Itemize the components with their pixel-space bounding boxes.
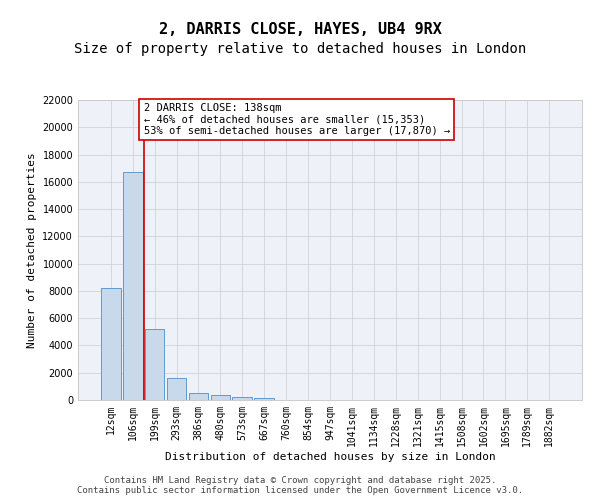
Text: 2 DARRIS CLOSE: 138sqm
← 46% of detached houses are smaller (15,353)
53% of semi: 2 DARRIS CLOSE: 138sqm ← 46% of detached… <box>143 102 450 136</box>
Bar <box>101 288 121 400</box>
Bar <box>145 329 164 400</box>
Bar <box>254 398 274 400</box>
Text: Contains HM Land Registry data © Crown copyright and database right 2025.
Contai: Contains HM Land Registry data © Crown c… <box>77 476 523 495</box>
Bar <box>188 392 208 400</box>
Text: 2, DARRIS CLOSE, HAYES, UB4 9RX: 2, DARRIS CLOSE, HAYES, UB4 9RX <box>158 22 442 38</box>
Text: Size of property relative to detached houses in London: Size of property relative to detached ho… <box>74 42 526 56</box>
Bar <box>123 172 143 400</box>
Bar <box>211 395 230 400</box>
Y-axis label: Number of detached properties: Number of detached properties <box>27 152 37 348</box>
Bar <box>167 378 187 400</box>
X-axis label: Distribution of detached houses by size in London: Distribution of detached houses by size … <box>164 452 496 462</box>
Bar <box>232 398 252 400</box>
